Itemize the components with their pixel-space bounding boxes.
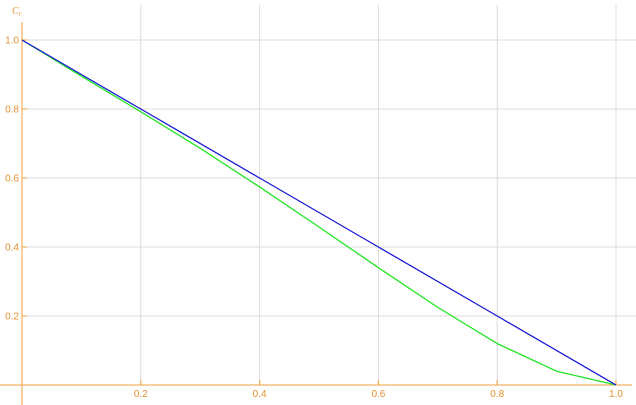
y-tick-label: 0.6 (5, 174, 19, 185)
y-tick-label: 0.2 (5, 312, 19, 323)
y-tick-label: 0.8 (5, 105, 19, 116)
axes (0, 22, 632, 405)
x-tick-label: 0.8 (490, 389, 504, 400)
x-tick-label: 0.4 (253, 389, 267, 400)
y-tick-label: 1.0 (5, 36, 19, 47)
series-lines (21, 39, 617, 386)
x-tick-label: 0.2 (134, 389, 148, 400)
series-line-green (21, 39, 617, 386)
x-tick-label: 0.6 (371, 389, 385, 400)
y-axis-label: Cr (12, 6, 22, 18)
series-line-blue (21, 39, 617, 386)
x-tick-label: 1.0 (609, 389, 623, 400)
grid (22, 5, 636, 385)
y-tick-label: 0.4 (5, 243, 19, 254)
tick-labels: 0.2 0.4 0.6 0.8 1.0 0.2 0.4 0.6 0.8 1.0 (5, 36, 623, 401)
